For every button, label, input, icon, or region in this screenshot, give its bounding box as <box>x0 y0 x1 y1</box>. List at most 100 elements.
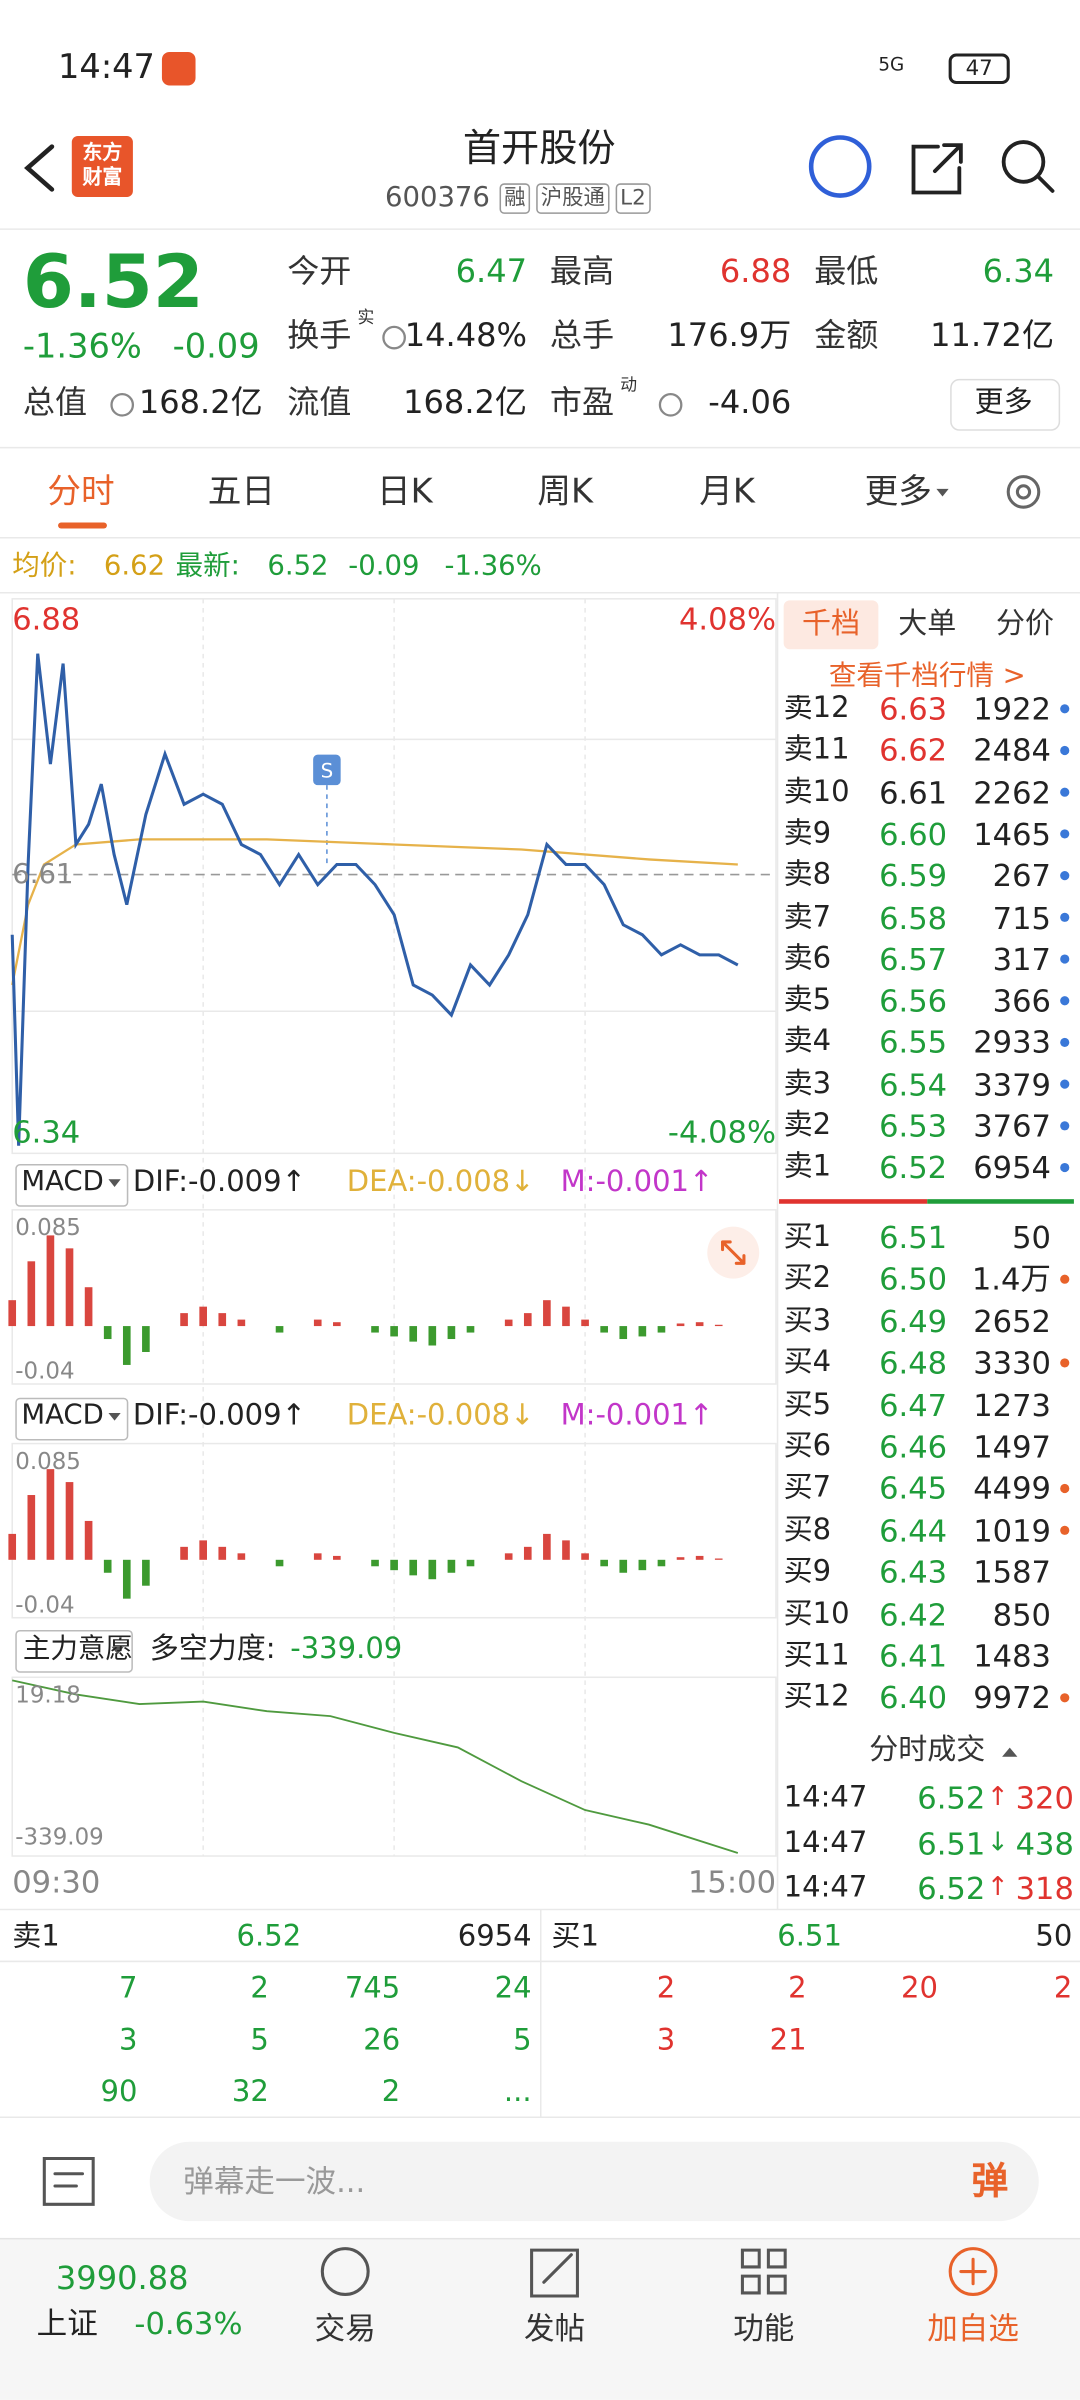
macd-name[interactable]: MACD <box>21 1165 104 1198</box>
order-tab[interactable]: 分价 <box>995 607 1055 641</box>
book-dot <box>1060 996 1070 1006</box>
macd-bar <box>504 1319 513 1327</box>
summary-last-label: 最新: <box>175 549 240 583</box>
queue-order: 90 <box>100 2075 138 2109</box>
book-dot <box>1060 1162 1070 1173</box>
order-tab[interactable]: 千档 <box>801 607 861 641</box>
info-icon <box>382 325 406 350</box>
bottom-nav-bg <box>0 2237 1080 2400</box>
macd-bar <box>27 1261 36 1327</box>
stat-value: 14.48% <box>404 316 528 354</box>
more-button[interactable] <box>950 378 1061 431</box>
queue-order: 7 <box>119 1971 138 2005</box>
stat-label: 流值 <box>287 384 352 421</box>
trade-volume: 320 <box>1015 1779 1074 1817</box>
chart-tab[interactable]: 日K <box>376 473 433 512</box>
book-level: 卖9 <box>783 816 832 850</box>
back-icon[interactable] <box>24 144 55 192</box>
trade-arrow: ↓ <box>986 1827 1009 1858</box>
book-price: 6.40 <box>879 1679 948 1717</box>
book-price: 6.52 <box>879 1149 948 1186</box>
macd-bar <box>523 1546 532 1560</box>
book-price: 6.59 <box>879 857 948 894</box>
book-volume: 4499 <box>973 1470 1051 1507</box>
chart-tab[interactable]: 周K <box>537 473 594 512</box>
trade-icon[interactable] <box>320 2247 370 2296</box>
book-dot <box>1060 1121 1070 1131</box>
macd-bar <box>600 1559 608 1567</box>
nav-item[interactable]: 功能 <box>733 2309 795 2347</box>
book-volume: 1922 <box>973 695 1051 728</box>
trade-time: 14:47 <box>783 1780 868 1815</box>
signal-marker[interactable] <box>313 754 341 786</box>
trades-title: 分时成交 <box>869 1733 986 1767</box>
order-book-link[interactable]: 查看千档行情 > <box>828 659 1026 693</box>
settings-icon[interactable] <box>1006 475 1041 509</box>
macd-bar <box>218 1313 227 1327</box>
order-tab[interactable]: 大单 <box>898 607 957 641</box>
macd-frame <box>11 1209 777 1385</box>
book-volume: 3767 <box>973 1107 1051 1145</box>
post-icon[interactable] <box>530 2248 579 2298</box>
queue-order: 3 <box>656 2023 676 2057</box>
macd-bar <box>390 1326 398 1337</box>
summary-avg: 6.62 <box>103 549 166 583</box>
macd-min-label: -0.04 <box>15 1357 75 1385</box>
book-dot <box>1060 1483 1070 1494</box>
macd-selector[interactable] <box>15 1397 129 1441</box>
change-amount: -0.09 <box>172 328 260 367</box>
macd-bar <box>657 1559 666 1567</box>
y-min-label: 6.34 <box>12 1113 81 1151</box>
macd-bar <box>466 1326 475 1333</box>
nav-item[interactable]: 发帖 <box>523 2309 586 2347</box>
book-volume: 1483 <box>973 1637 1051 1675</box>
function-icon[interactable] <box>740 2248 787 2295</box>
queue-order: 32 <box>231 2075 269 2109</box>
nav-item[interactable]: 交易 <box>314 2309 376 2347</box>
macd-bar <box>237 1553 246 1560</box>
ai-icon[interactable] <box>808 135 872 198</box>
macd-bar <box>122 1326 131 1365</box>
stock-tag: 沪股通 <box>536 183 610 214</box>
book-level: 买10 <box>783 1596 850 1631</box>
trade-volume: 438 <box>1015 1824 1074 1862</box>
book-level: 卖11 <box>783 732 850 767</box>
search-icon[interactable] <box>1001 140 1046 184</box>
nav-item[interactable]: 加自选 <box>927 2309 1019 2347</box>
chart-tab[interactable]: 月K <box>699 473 755 512</box>
book-volume: 1497 <box>973 1428 1051 1465</box>
danmaku-icon[interactable] <box>42 2156 95 2206</box>
indicator-selector[interactable] <box>15 1629 133 1673</box>
more-button-label[interactable]: 更多 <box>974 385 1033 420</box>
book-dot <box>1060 1693 1070 1703</box>
macd-name[interactable]: MACD <box>21 1399 104 1432</box>
comment-input[interactable] <box>149 2141 1039 2222</box>
search-icon-handle <box>1036 175 1055 193</box>
macd-bar <box>447 1559 456 1573</box>
indicator-name[interactable]: 主力意愿 <box>22 1633 133 1666</box>
danmaku-button[interactable]: 弹 <box>971 2160 1009 2203</box>
chart-tab[interactable]: 分时 <box>47 473 115 512</box>
queue-price: 6.51 <box>777 1919 842 1954</box>
book-level: 卖4 <box>783 1024 832 1059</box>
book-volume: 50 <box>1012 1219 1051 1256</box>
y-max-label: 6.88 <box>12 600 81 638</box>
share-icon[interactable] <box>911 143 963 195</box>
book-level: 卖2 <box>783 1108 832 1142</box>
add-watch-icon[interactable] <box>948 2247 998 2296</box>
macd-bar <box>333 1322 341 1327</box>
info-icon <box>658 392 683 417</box>
selector-caret <box>111 1646 124 1655</box>
chart-tab[interactable]: 五日 <box>207 473 275 512</box>
chart-tab[interactable]: 更多 <box>864 473 932 512</box>
macd-bar <box>428 1559 437 1580</box>
trades-caret <box>1002 1747 1018 1757</box>
trade-time: 14:47 <box>783 1825 868 1860</box>
stat-value: 6.47 <box>455 252 528 290</box>
book-price: 6.62 <box>879 732 948 769</box>
comment-placeholder[interactable]: 弹幕走一波... <box>183 2163 366 2200</box>
book-level: 卖5 <box>783 983 832 1017</box>
macd-selector[interactable] <box>15 1164 129 1207</box>
book-price: 6.51 <box>879 1219 948 1256</box>
